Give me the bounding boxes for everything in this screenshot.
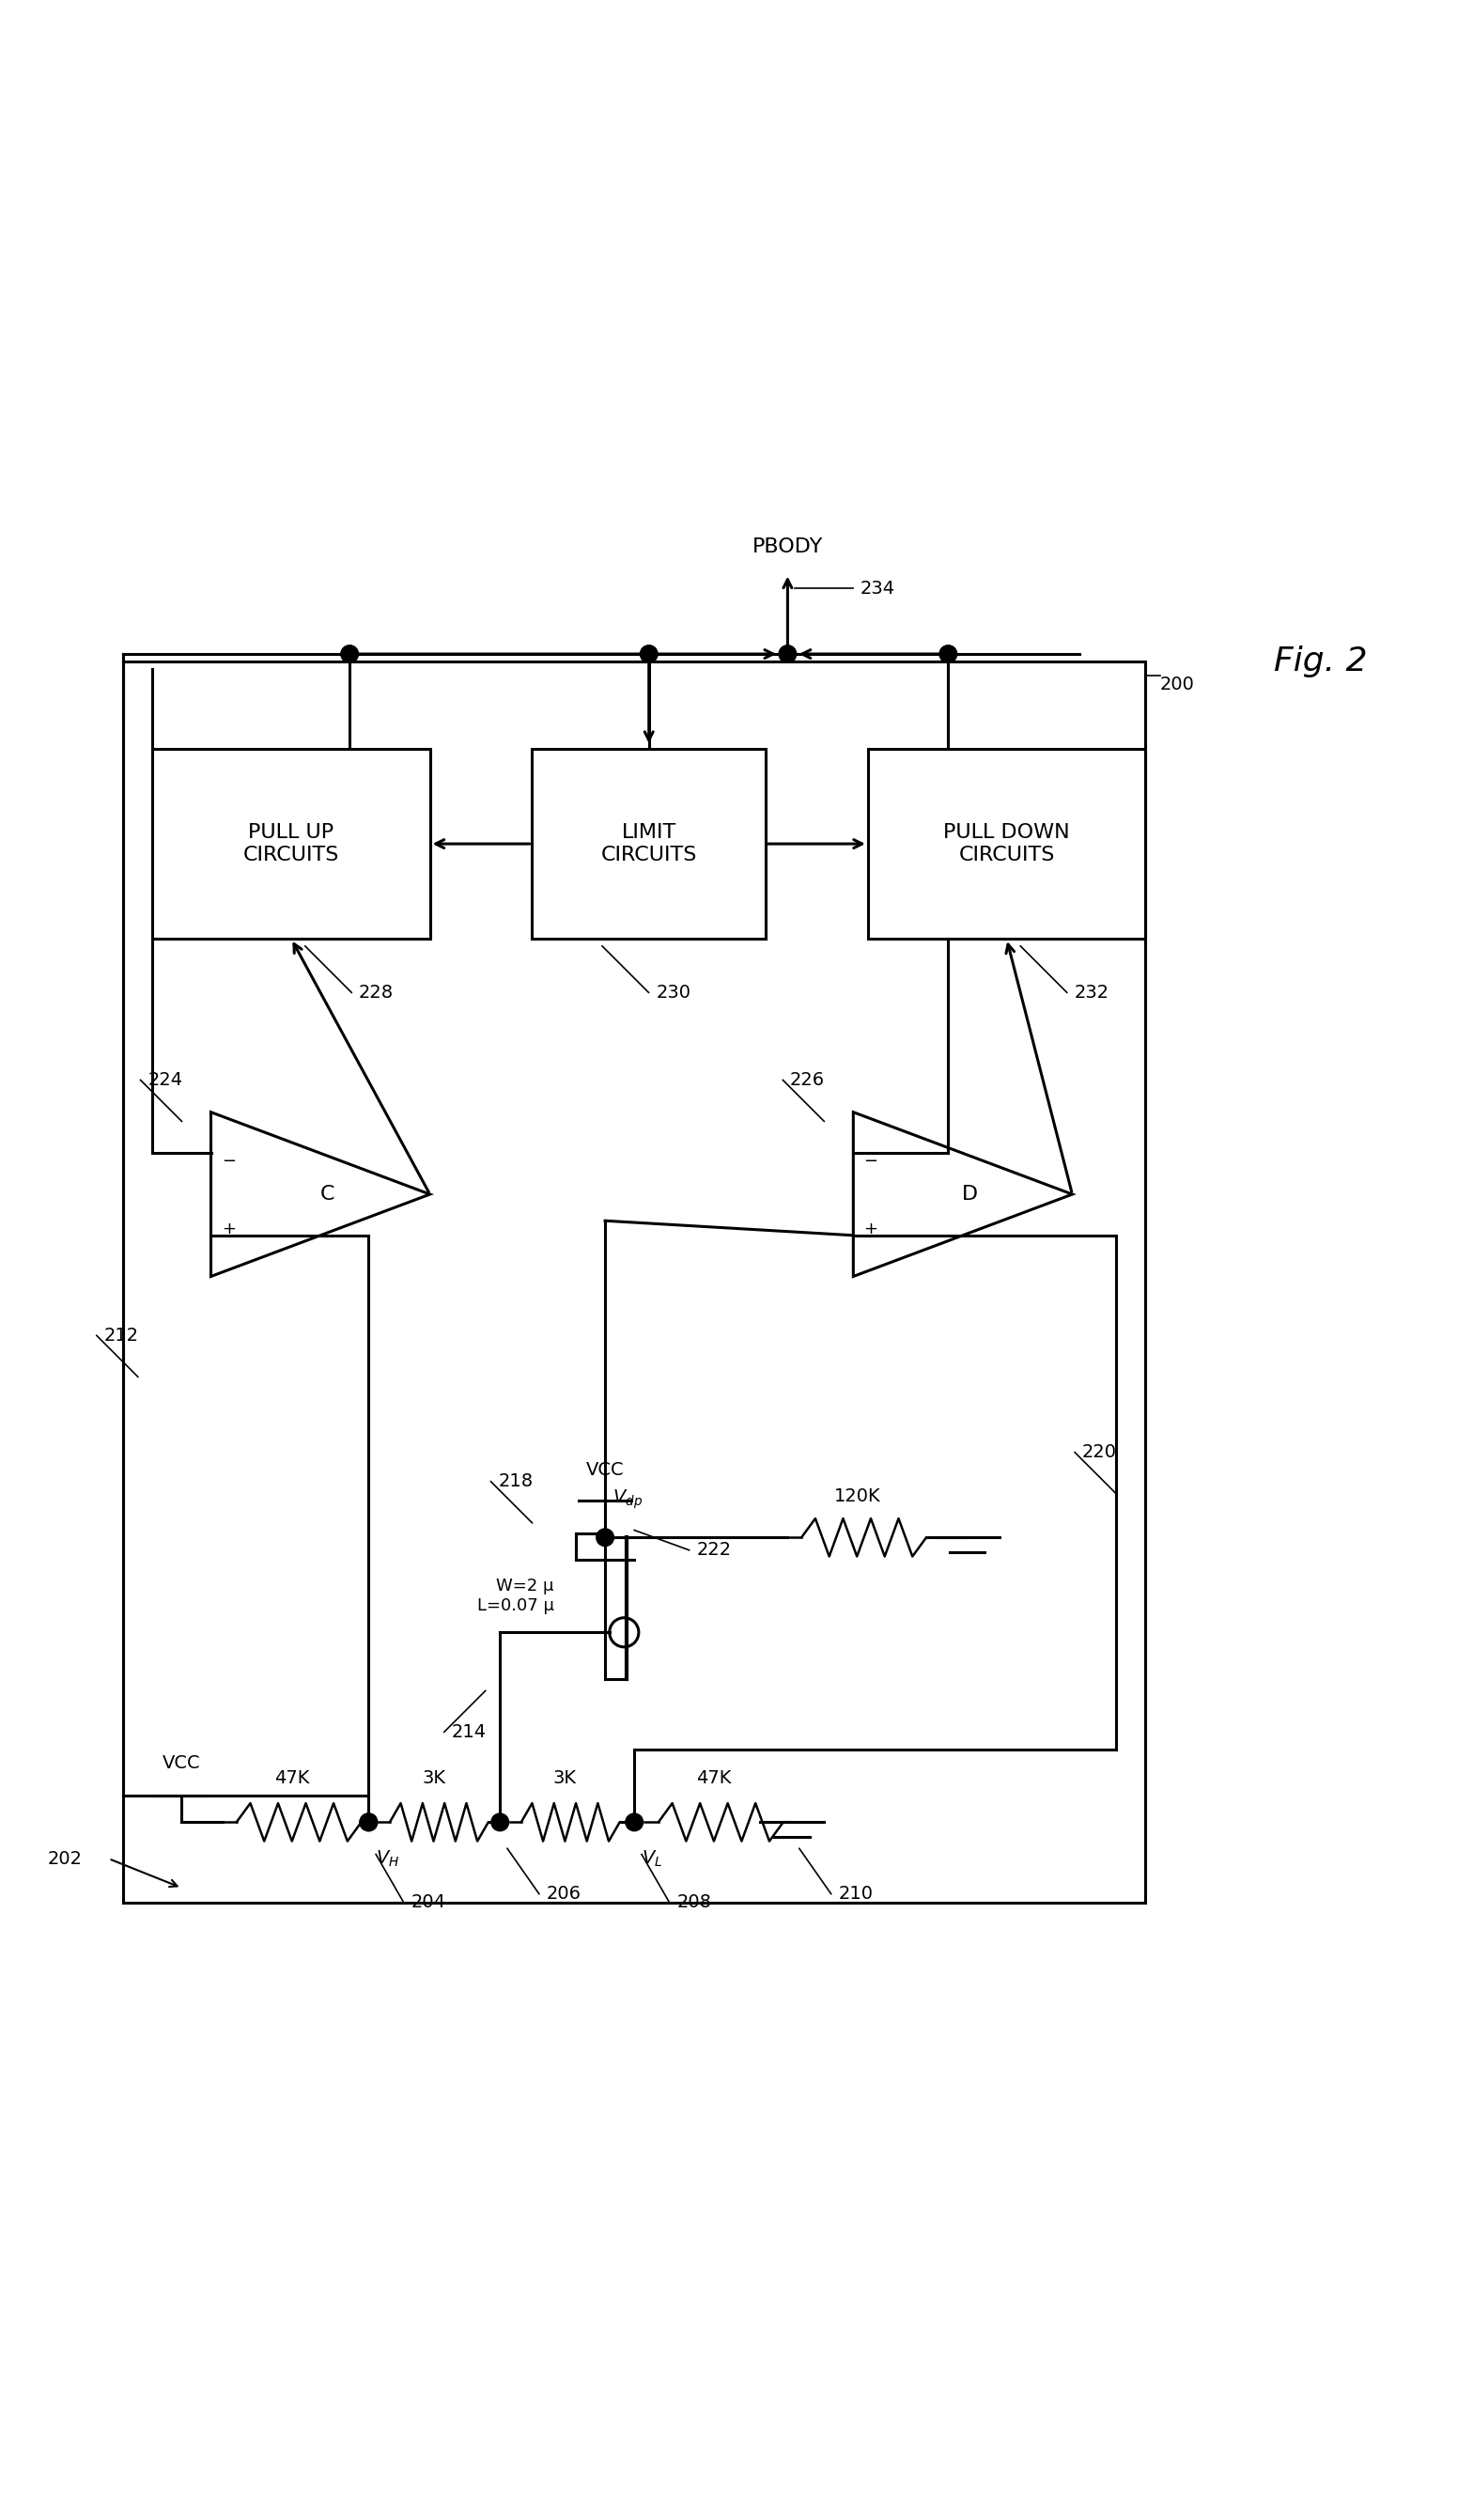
- Text: $-$: $-$: [221, 1152, 236, 1169]
- Circle shape: [340, 645, 358, 663]
- Text: $-$: $-$: [863, 1152, 878, 1169]
- Text: W=2 μ
L=0.07 μ: W=2 μ L=0.07 μ: [477, 1578, 554, 1615]
- Text: 232: 232: [1074, 983, 1109, 1000]
- Text: $+$: $+$: [221, 1220, 236, 1237]
- Circle shape: [359, 1814, 377, 1832]
- Text: 47K: 47K: [274, 1769, 309, 1787]
- Circle shape: [359, 1814, 377, 1832]
- Text: 224: 224: [147, 1071, 183, 1089]
- Text: 214: 214: [451, 1724, 486, 1741]
- Text: 212: 212: [105, 1326, 138, 1346]
- Text: 222: 222: [697, 1542, 732, 1560]
- Circle shape: [779, 645, 797, 663]
- Circle shape: [597, 1530, 614, 1547]
- Text: Fig. 2: Fig. 2: [1274, 645, 1367, 678]
- Text: PBODY: PBODY: [753, 537, 823, 557]
- Text: PULL UP
CIRCUITS: PULL UP CIRCUITS: [243, 824, 339, 864]
- Bar: [532, 748, 766, 940]
- Text: $V_{dp}$: $V_{dp}$: [613, 1489, 642, 1512]
- Bar: [124, 660, 1146, 1903]
- Text: $V_L$: $V_L$: [642, 1850, 663, 1867]
- Text: 210: 210: [838, 1885, 873, 1903]
- Text: 200: 200: [1159, 675, 1195, 693]
- Circle shape: [491, 1814, 508, 1832]
- Text: VCC: VCC: [162, 1754, 200, 1772]
- Text: 218: 218: [498, 1472, 533, 1489]
- Text: 3K: 3K: [554, 1769, 577, 1787]
- Text: 220: 220: [1083, 1444, 1117, 1462]
- Text: 204: 204: [411, 1893, 446, 1910]
- Text: PULL DOWN
CIRCUITS: PULL DOWN CIRCUITS: [943, 824, 1069, 864]
- Text: LIMIT
CIRCUITS: LIMIT CIRCUITS: [601, 824, 697, 864]
- Text: VCC: VCC: [586, 1462, 625, 1479]
- Text: C: C: [321, 1184, 334, 1205]
- Text: $V_H$: $V_H$: [376, 1850, 399, 1867]
- Text: 226: 226: [790, 1071, 825, 1089]
- Text: 3K: 3K: [421, 1769, 445, 1787]
- Text: $+$: $+$: [863, 1220, 878, 1237]
- Text: 47K: 47K: [697, 1769, 732, 1787]
- Text: 202: 202: [47, 1850, 82, 1867]
- Text: 208: 208: [676, 1893, 711, 1910]
- Text: 206: 206: [546, 1885, 582, 1903]
- Circle shape: [641, 645, 657, 663]
- Text: D: D: [962, 1184, 978, 1205]
- Bar: [868, 748, 1146, 940]
- Text: 120K: 120K: [834, 1487, 881, 1504]
- Circle shape: [940, 645, 957, 663]
- Text: 228: 228: [359, 983, 393, 1000]
- Circle shape: [626, 1814, 644, 1832]
- Text: 230: 230: [655, 983, 691, 1000]
- Text: 234: 234: [860, 580, 896, 597]
- Bar: [153, 748, 430, 940]
